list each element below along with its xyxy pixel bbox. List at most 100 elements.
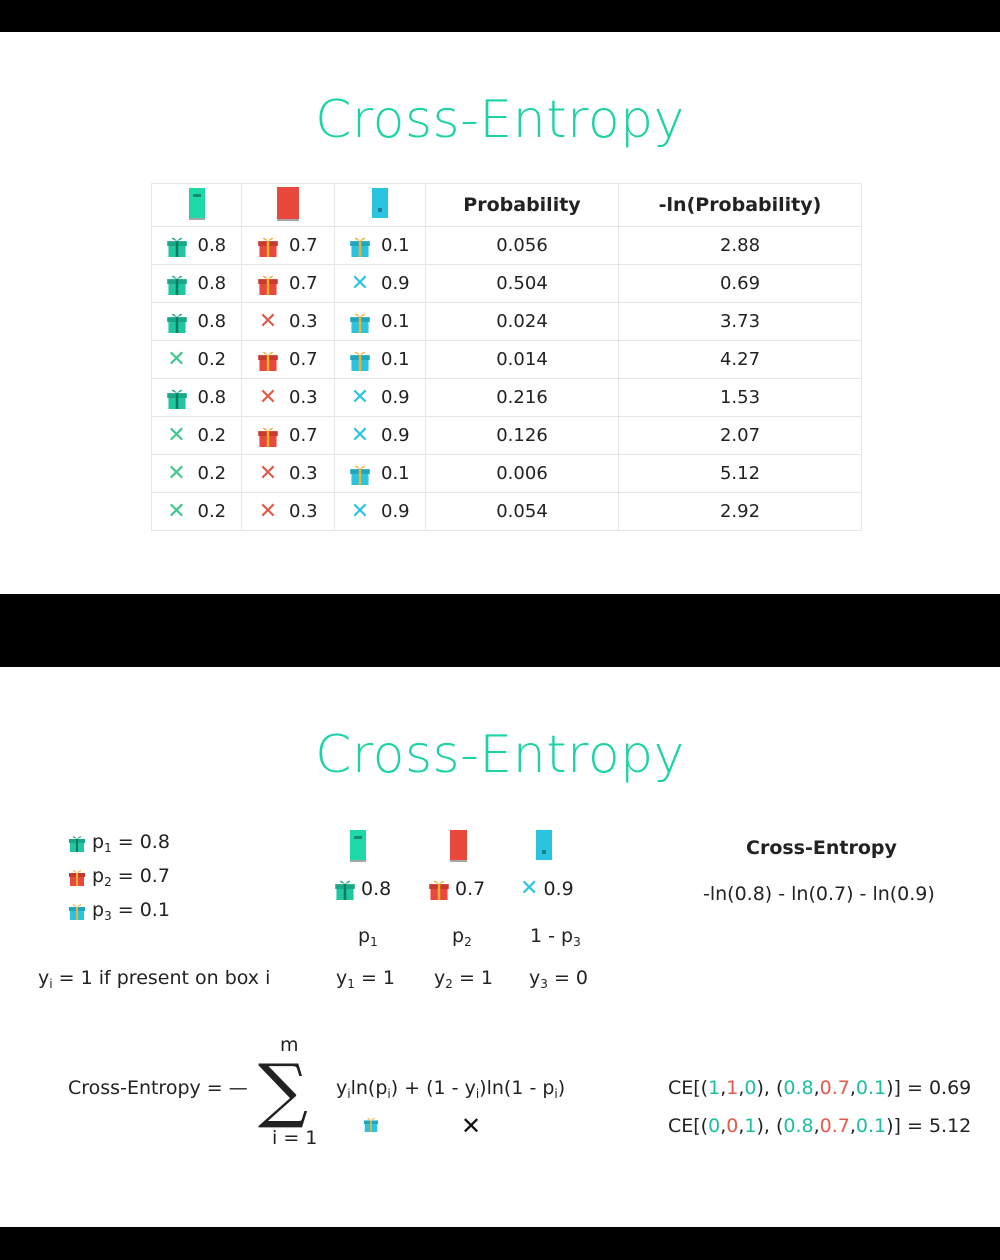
box-prob: 0.1 (381, 463, 410, 484)
box-prob: 0.7 (289, 235, 318, 256)
door-icon (350, 830, 366, 862)
x-icon: ✕ (520, 876, 539, 901)
p-t: p (358, 925, 371, 947)
neg-ln-cell: 0.69 (618, 264, 862, 303)
y-v: = 1 (458, 967, 493, 989)
gift-icon (350, 237, 370, 257)
box-prob: 0.1 (381, 349, 410, 370)
table-row: 0.8 ✕ 0.3 ✕ 0.9 0.216 1.53 (151, 378, 862, 417)
door-icon (536, 830, 552, 860)
box-cell: ✕ 0.2 (151, 492, 242, 531)
neg-ln-cell: 3.73 (618, 302, 862, 341)
p1-value: = 0.8 (117, 831, 170, 853)
table-header-row: Probability -ln(Probability) (151, 183, 862, 227)
y-v: = 0 (553, 967, 588, 989)
neg-ln-cell: 1.53 (618, 378, 862, 417)
probability-cell: 0.014 (425, 340, 619, 379)
gift-icon (166, 313, 187, 333)
gift-icon (258, 427, 278, 447)
p1-sub: 1 (104, 841, 112, 855)
box-cell: ✕ 0.9 (334, 492, 426, 531)
ex-p3: 0.1 (855, 1077, 887, 1099)
x-icon: ✕ (350, 422, 370, 448)
y-t: y (529, 967, 541, 989)
p1-line: p1 = 0.8 (68, 831, 170, 855)
p-pre: 1 - p (530, 925, 574, 947)
yi-sub: i (49, 977, 53, 991)
box-prob: 0.8 (197, 235, 227, 256)
box-cell: ✕ 0.9 (334, 264, 426, 303)
box-cell: ✕ 0.3 (241, 492, 335, 531)
ce-example-1: CE[(1,1,0), (0.8,0.7,0.1)] = 0.69 (668, 1077, 972, 1099)
box-prob: 0.8 (197, 311, 227, 332)
slide-formula: Cross-Entropy p1 = 0.8 p2 = 0.7 p3 = 0.1… (0, 667, 1000, 1227)
p-s: 2 (464, 935, 472, 949)
x-icon: ✕ (350, 270, 370, 296)
probability-cell: 0.504 (425, 264, 619, 303)
gift-icon (350, 351, 370, 371)
box-prob: 0.3 (289, 463, 318, 484)
probability-cell: 0.054 (425, 492, 619, 531)
door2-prob: 0.7 (455, 878, 486, 900)
ex-p2: 0.7 (819, 1077, 850, 1099)
ce-expression: -ln(0.8) - ln(0.7) - ln(0.9) (703, 883, 935, 905)
box-cell: 0.8 (151, 378, 242, 417)
box-cell: 0.1 (334, 302, 426, 341)
box-cell: ✕ 0.3 (241, 302, 335, 341)
p-label-1: p1 (358, 925, 378, 949)
ex-mid: ), ( (756, 1115, 784, 1137)
ex-y2: 0 (726, 1115, 739, 1137)
slide-title: Cross-Entropy (315, 90, 685, 150)
probability-table: Probability -ln(Probability) 0.8 0.7 0.1 0.… (151, 183, 862, 531)
door1-prob: 0.8 (361, 878, 392, 900)
box-prob: 0.7 (289, 349, 318, 370)
ex-post: )] = 0.69 (886, 1077, 972, 1099)
neg-ln-cell: 4.27 (618, 340, 862, 379)
box-prob: 0.3 (289, 387, 318, 408)
gift-icon (258, 275, 278, 295)
box-prob: 0.2 (197, 349, 227, 370)
ex-y2: 1 (726, 1077, 739, 1099)
probability-cell: 0.126 (425, 416, 619, 455)
door3-prob: 0.9 (543, 878, 574, 900)
x-icon: ✕ (167, 346, 186, 372)
formula-lhs: Cross-Entropy = — (68, 1077, 248, 1099)
p2-value: = 0.7 (117, 865, 170, 887)
y-label-3: y3 = 0 (529, 967, 588, 991)
x-icon: ✕ (461, 1112, 482, 1140)
box-prob: 0.1 (381, 311, 410, 332)
door-icon (188, 187, 205, 220)
formula-body: yiln(pi) + (1 - yi)ln(1 - pi) (336, 1077, 566, 1101)
header-probability: Probability (425, 183, 619, 227)
box-cell: 0.7 (241, 416, 335, 455)
x-icon: ✕ (258, 498, 278, 524)
box-cell: ✕ 0.2 (151, 454, 242, 493)
gift-icon (429, 880, 449, 900)
box-prob: 0.2 (197, 425, 227, 446)
box-prob: 0.2 (197, 501, 227, 522)
x-icon: ✕ (167, 422, 186, 448)
y-label-1: y1 = 1 (336, 967, 395, 991)
box-cell: 0.8 (151, 226, 242, 265)
sigma-symbol: ∑ (258, 1049, 308, 1131)
box-cell: 0.8 (151, 264, 242, 303)
sigma-bottom: i = 1 (272, 1127, 318, 1149)
y-label-2: y2 = 1 (434, 967, 493, 991)
ce-example-2: CE[(0,0,1), (0.8,0.7,0.1)] = 5.12 (668, 1115, 972, 1137)
probability-cell: 0.056 (425, 226, 619, 265)
ce-heading: Cross-Entropy (746, 837, 897, 859)
x-icon: ✕ (258, 460, 278, 486)
box-cell: 0.7 (241, 264, 335, 303)
box-cell: 0.1 (334, 226, 426, 265)
box-prob: 0.2 (197, 463, 227, 484)
table-row: 0.8 0.7 ✕ 0.9 0.504 0.69 (151, 264, 862, 303)
door3-value: ✕ 0.9 (520, 876, 574, 901)
gift-icon (166, 237, 187, 257)
gift-icon (350, 465, 370, 485)
p2-line: p2 = 0.7 (68, 865, 170, 889)
box-cell: 0.7 (241, 340, 335, 379)
ex-y3: 1 (744, 1115, 757, 1137)
gift-icon (363, 1118, 379, 1132)
ex-y3: 0 (744, 1077, 757, 1099)
box-prob: 0.3 (289, 501, 318, 522)
